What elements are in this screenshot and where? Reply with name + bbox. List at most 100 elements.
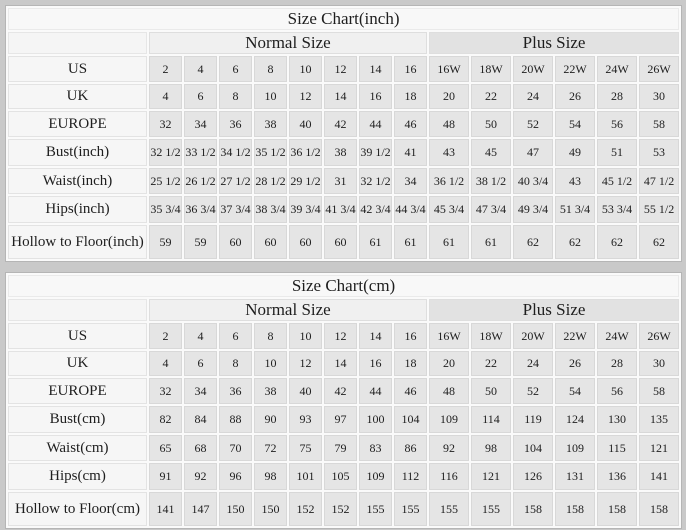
size-value-cell: 53 3/4	[597, 196, 637, 223]
size-value-cell: 109	[555, 435, 595, 461]
size-value-cell: 61	[394, 225, 427, 259]
table-row: US 2 4 6 8 10 12 14 16 16W 18W 20W 22W 24W 26W	[8, 323, 680, 349]
size-value-cell: 18	[394, 351, 427, 376]
size-value-cell: 49	[555, 139, 595, 166]
size-value-cell: 26	[555, 351, 595, 376]
table-row: EUROPE 32 34 36 38 40 42 44 46 48 50 52 54 56 58	[8, 111, 680, 137]
size-value-cell: 6	[184, 84, 217, 109]
row-label: UK	[8, 84, 147, 109]
row-label: Waist(inch)	[8, 168, 147, 194]
size-value-cell: 70	[219, 435, 252, 461]
size-value-cell: 4	[184, 56, 217, 82]
size-value-cell: 4	[149, 84, 182, 109]
size-value-cell: 114	[471, 406, 511, 433]
size-value-cell: 62	[513, 225, 553, 259]
row-label: Hollow to Floor(cm)	[8, 492, 147, 526]
size-value-cell: 4	[149, 351, 182, 376]
size-value-cell: 121	[471, 463, 511, 490]
size-value-cell: 72	[254, 435, 287, 461]
size-group-header-row: Normal Size Plus Size	[8, 32, 680, 54]
table-row: Hollow to Floor(inch) 59 59 60 60 60 60 61 61 61 6…	[8, 225, 680, 259]
size-value-cell: 39 1/2	[359, 139, 392, 166]
size-value-cell: 54	[555, 378, 595, 404]
size-value-cell: 105	[324, 463, 357, 490]
size-value-cell: 34	[184, 378, 217, 404]
size-value-cell: 152	[289, 492, 322, 526]
size-value-cell: 24W	[597, 323, 637, 349]
size-value-cell: 46	[394, 111, 427, 137]
size-value-cell: 45 1/2	[597, 168, 637, 194]
size-value-cell: 26W	[639, 323, 680, 349]
size-value-cell: 60	[289, 225, 322, 259]
size-value-cell: 158	[555, 492, 595, 526]
size-value-cell: 47 1/2	[639, 168, 680, 194]
table-title: Size Chart(cm)	[8, 275, 680, 297]
size-value-cell: 155	[471, 492, 511, 526]
size-value-cell: 24	[513, 351, 553, 376]
size-value-cell: 45	[471, 139, 511, 166]
size-value-cell: 45 3/4	[429, 196, 469, 223]
table-row: Waist(inch) 25 1/2 26 1/2 27 1/2 28 1/2 29 1/…	[8, 168, 680, 194]
size-value-cell: 16	[359, 84, 392, 109]
size-value-cell: 56	[597, 111, 637, 137]
size-value-cell: 62	[555, 225, 595, 259]
size-value-cell: 86	[394, 435, 427, 461]
size-value-cell: 62	[639, 225, 680, 259]
size-value-cell: 90	[254, 406, 287, 433]
size-value-cell: 34	[184, 111, 217, 137]
table-row: US 2 4 6 8 10 12 14 16 16W 18W 20W 22W 24W 26W	[8, 56, 680, 82]
size-value-cell: 22	[471, 84, 511, 109]
size-value-cell: 28	[597, 351, 637, 376]
size-value-cell: 124	[555, 406, 595, 433]
row-label: US	[8, 56, 147, 82]
size-value-cell: 53	[639, 139, 680, 166]
size-value-cell: 18W	[471, 323, 511, 349]
size-value-cell: 52	[513, 378, 553, 404]
size-value-cell: 43	[429, 139, 469, 166]
size-value-cell: 44	[359, 378, 392, 404]
size-value-cell: 38 1/2	[471, 168, 511, 194]
normal-size-header: Normal Size	[149, 32, 427, 54]
table-row: Waist(cm) 65 68 70 72 75 79 83 86 92 98 104 109 115 12…	[8, 435, 680, 461]
size-value-cell: 6	[184, 351, 217, 376]
size-value-cell: 59	[149, 225, 182, 259]
table-row: Hips(cm) 91 92 96 98 101 105 109 112 116 121 126 131…	[8, 463, 680, 490]
size-value-cell: 2	[149, 323, 182, 349]
size-value-cell: 28 1/2	[254, 168, 287, 194]
size-value-cell: 130	[597, 406, 637, 433]
size-value-cell: 20W	[513, 323, 553, 349]
size-value-cell: 84	[184, 406, 217, 433]
size-value-cell: 141	[639, 463, 680, 490]
row-label: Waist(cm)	[8, 435, 147, 461]
size-value-cell: 32 1/2	[149, 139, 182, 166]
size-value-cell: 92	[429, 435, 469, 461]
size-chart-cm-table: Size Chart(cm) Normal Size Plus Size US 2…	[5, 272, 683, 529]
size-value-cell: 75	[289, 435, 322, 461]
size-value-cell: 155	[394, 492, 427, 526]
size-value-cell: 24	[513, 84, 553, 109]
size-value-cell: 158	[639, 492, 680, 526]
size-value-cell: 147	[184, 492, 217, 526]
size-value-cell: 36 1/2	[289, 139, 322, 166]
size-value-cell: 60	[254, 225, 287, 259]
size-value-cell: 65	[149, 435, 182, 461]
size-value-cell: 40	[289, 111, 322, 137]
size-value-cell: 100	[359, 406, 392, 433]
row-label: Hollow to Floor(inch)	[8, 225, 147, 259]
row-label: US	[8, 323, 147, 349]
size-value-cell: 136	[597, 463, 637, 490]
size-value-cell: 121	[639, 435, 680, 461]
size-value-cell: 16	[394, 56, 427, 82]
size-value-cell: 12	[324, 56, 357, 82]
row-label: EUROPE	[8, 111, 147, 137]
size-value-cell: 60	[324, 225, 357, 259]
size-value-cell: 26 1/2	[184, 168, 217, 194]
size-value-cell: 22W	[555, 56, 595, 82]
size-value-cell: 35 3/4	[149, 196, 182, 223]
size-value-cell: 27 1/2	[219, 168, 252, 194]
size-value-cell: 48	[429, 111, 469, 137]
size-value-cell: 126	[513, 463, 553, 490]
size-value-cell: 109	[429, 406, 469, 433]
size-value-cell: 2	[149, 56, 182, 82]
size-value-cell: 18	[394, 84, 427, 109]
